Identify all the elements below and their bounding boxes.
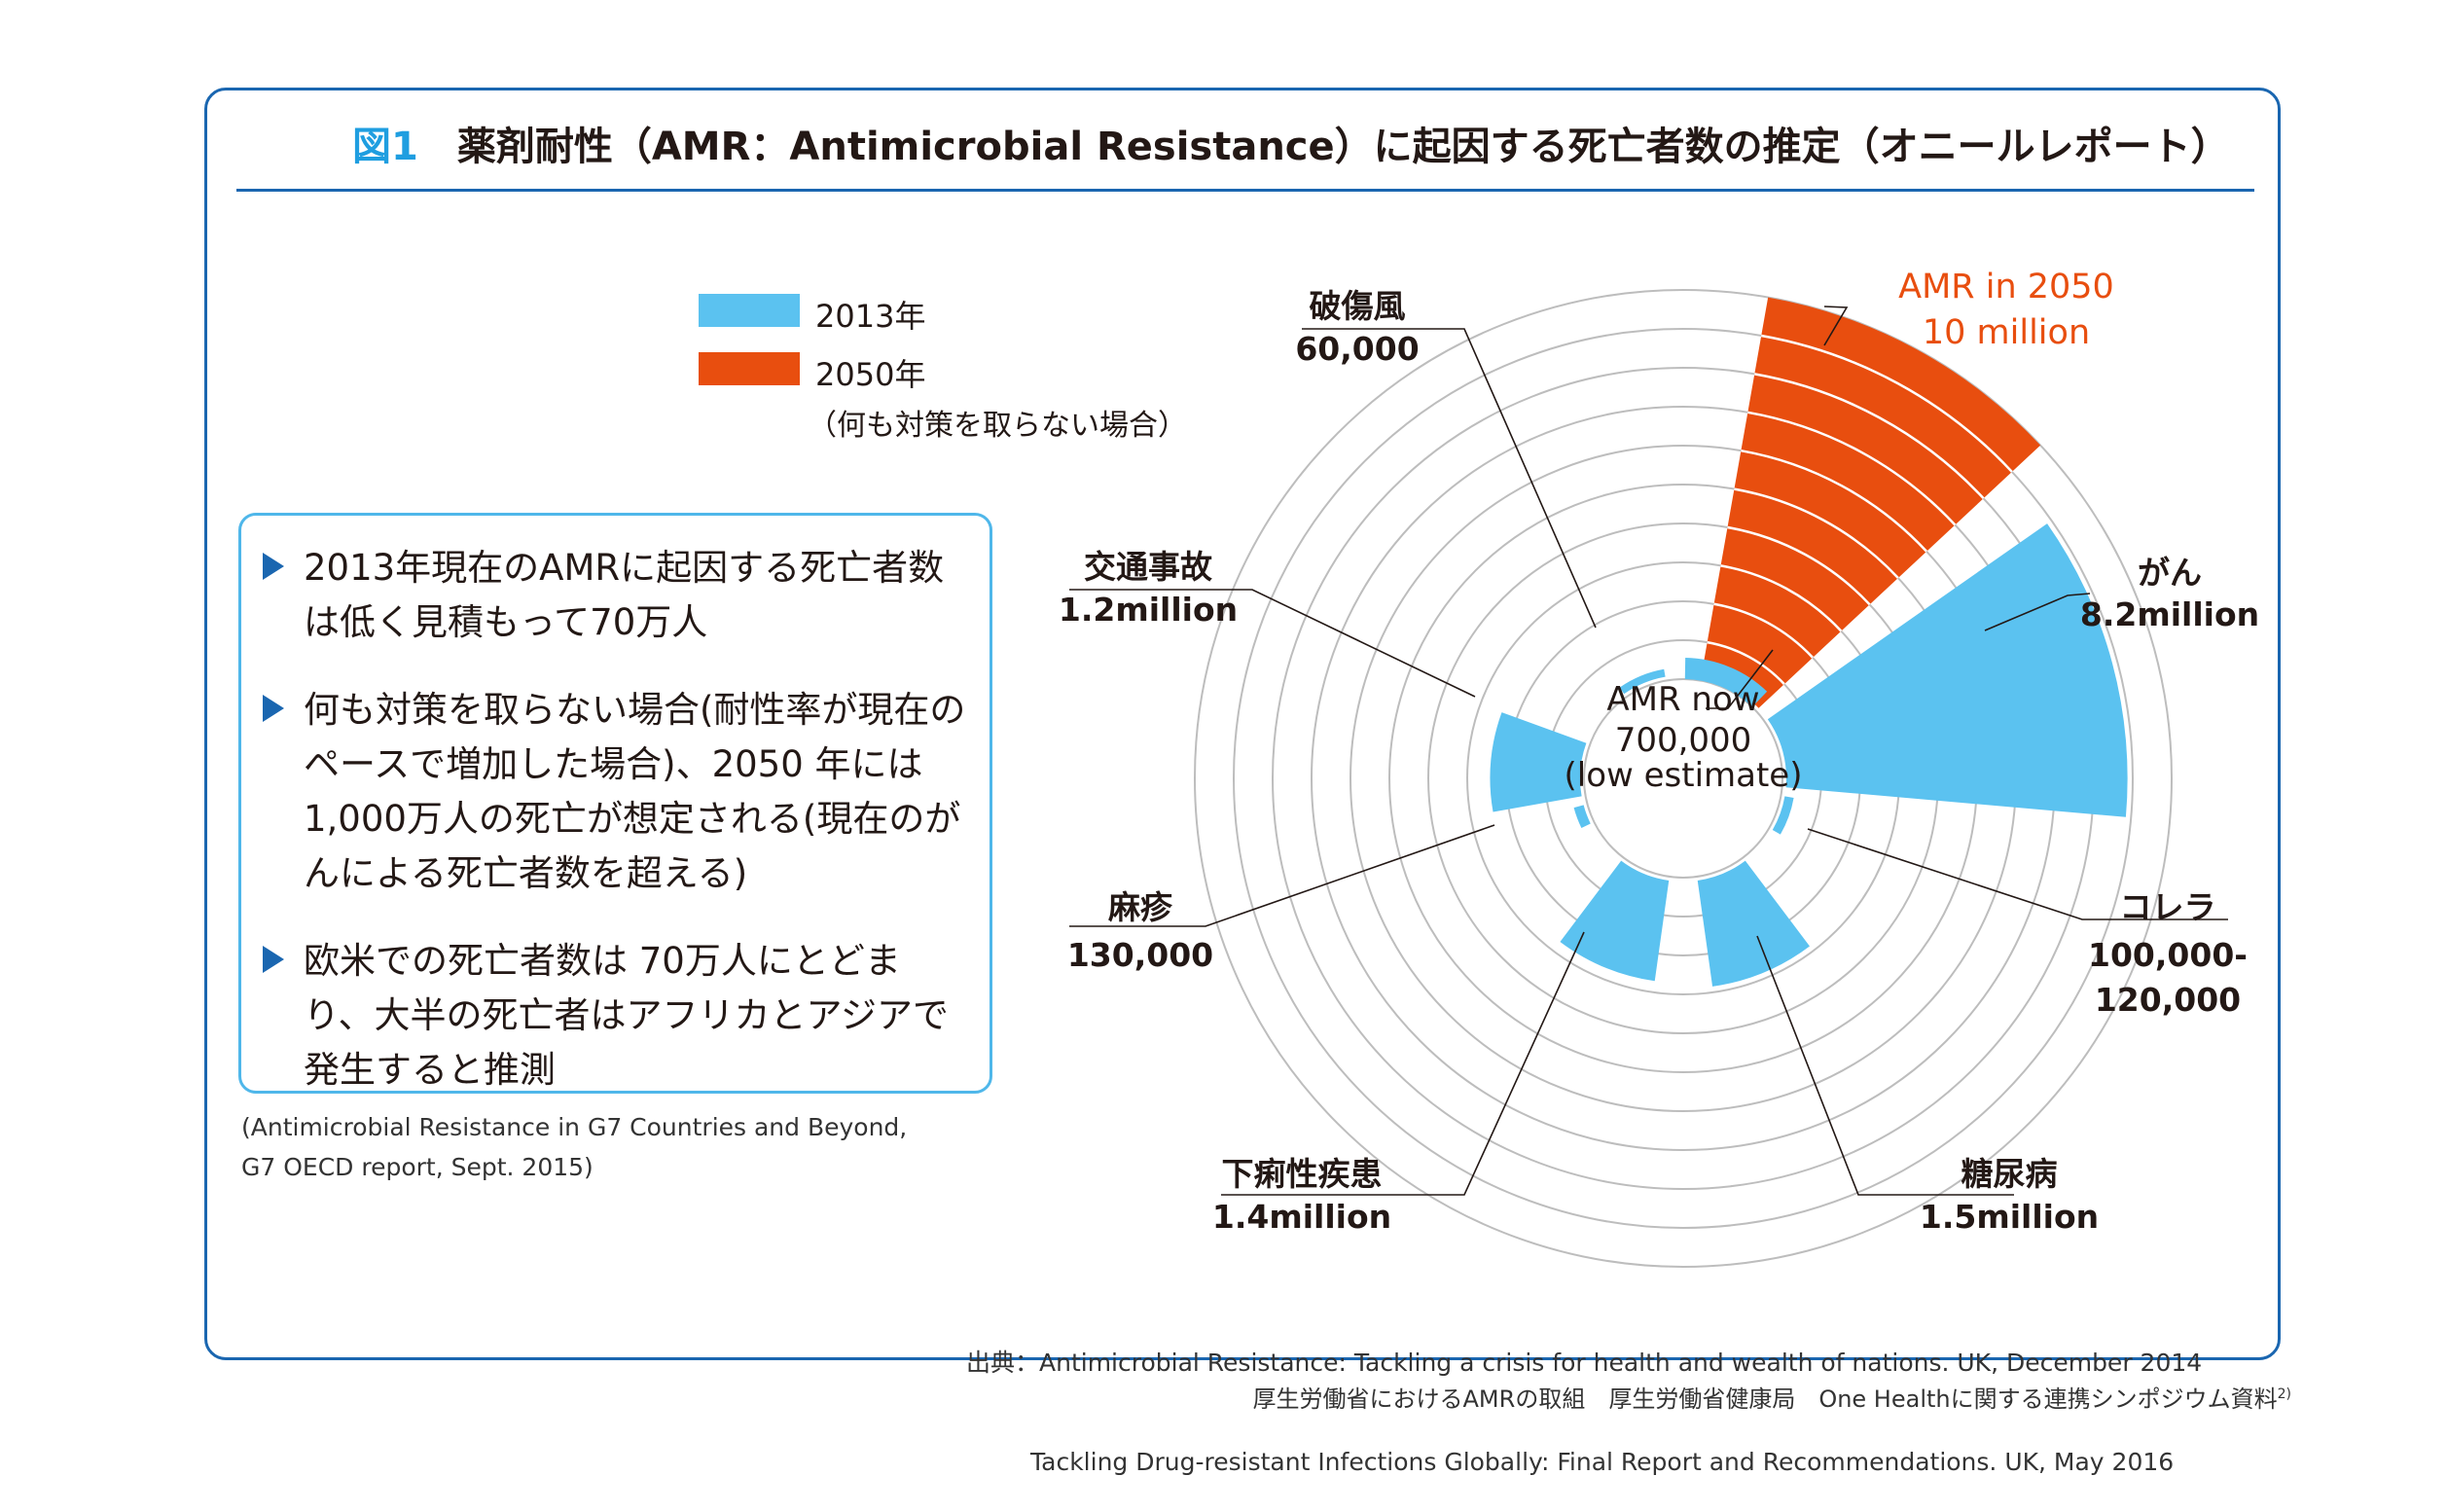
- value-label: 1.5million: [1920, 1198, 2099, 1236]
- legend-sub-2050: （何も対策を取らない場合）: [808, 409, 1187, 443]
- wedge-ring-divider: [1734, 487, 1899, 579]
- value-label: 60,000: [1295, 330, 1419, 368]
- wedge-3: [1772, 796, 1794, 835]
- wedge-2: [1767, 523, 2128, 817]
- wedge-8: [1619, 668, 1666, 695]
- wedge-9: [1684, 658, 1768, 707]
- grid-ring: [1194, 289, 2173, 1268]
- page-title: 図1 薬剤耐性（AMR：Antimicrobial Resistance）に起因す…: [352, 115, 2230, 171]
- grid-ring: [1233, 328, 2134, 1229]
- center-disc: [1586, 681, 1781, 876]
- value-label: 1.2million: [1059, 591, 1238, 629]
- category-label: 麻疹: [1108, 888, 1173, 926]
- leader-line: [1221, 931, 1585, 1196]
- oecd-note: (Antimicrobial Resistance in G7 Countrie…: [241, 1107, 907, 1187]
- wedge-ring-divider: [1727, 525, 1871, 606]
- leader-line: [1706, 649, 1774, 709]
- leader-line: [1807, 828, 2228, 920]
- summary-item: 2013年現在のAMRに起因する死亡者数は低く見積もって70万人: [263, 541, 970, 650]
- value-label: 130,000: [1067, 936, 1213, 974]
- legend-swatch-2050: [699, 352, 800, 385]
- leader-line: [1984, 593, 2091, 631]
- category-label: AMR in 2050: [1898, 268, 2114, 306]
- wedge-ring-divider: [1761, 334, 2013, 473]
- triangle-bullet-icon: [263, 553, 284, 580]
- category-label: 交通事故: [1084, 548, 1212, 586]
- wedge-ring-divider: [1720, 564, 1843, 632]
- legend-swatch-2013: [699, 294, 800, 327]
- footer-credit: 厚生労働省におけるAMRの取組 厚生労働省健康局 One Healthに関する連…: [1253, 1380, 2291, 1414]
- summary-box: 2013年現在のAMRに起因する死亡者数は低く見積もって70万人 何も対策を取ら…: [238, 513, 992, 1094]
- source-line: 出典：Antimicrobial Resistance: Tackling a …: [966, 1349, 2203, 1377]
- oecd-note-line: (Antimicrobial Resistance in G7 Countrie…: [241, 1113, 908, 1141]
- category-label: 破傷風: [1310, 287, 1406, 325]
- summary-item: 何も対策を取らない場合(耐性率が現在のペースで増加した場合)、2050 年には …: [263, 683, 970, 901]
- wedge-6: [1573, 805, 1591, 829]
- leader-line: [1302, 328, 1597, 629]
- value-label: 8.2million: [2080, 595, 2259, 633]
- category-label: 糖尿病: [1961, 1155, 2058, 1193]
- category-label: がん: [2138, 554, 2202, 592]
- legend-label-2013: 2013年: [815, 298, 926, 335]
- figure-frame: [204, 88, 2281, 1360]
- summary-text: 2013年現在のAMRに起因する死亡者数は低く見積もって70万人: [304, 547, 945, 643]
- wedge-7: [1490, 712, 1587, 812]
- category-label: 下痢性疾患: [1222, 1155, 1383, 1193]
- leader-line: [1756, 935, 2014, 1196]
- grid-ring: [1583, 678, 1783, 879]
- center-label-line: AMR now: [1606, 680, 1759, 719]
- leader-line: [1823, 306, 1849, 346]
- summary-item: 欧米での死亡者数は 70万人にとどまり、大半の死亡者はアフリカとアジアで発生する…: [263, 934, 970, 1098]
- wedge-5: [1560, 860, 1670, 982]
- title-text: 薬剤耐性（AMR：Antimicrobial Resistance）に起因する死…: [456, 125, 2230, 169]
- wedge-ring-divider: [1741, 449, 1928, 553]
- triangle-bullet-icon: [263, 695, 284, 722]
- center-label-line: (low estimate): [1564, 756, 1802, 795]
- wedge-ring-divider: [1713, 602, 1815, 659]
- value-label: 120,000: [2095, 981, 2241, 1019]
- wedge-ring-divider: [1754, 373, 1985, 500]
- figure-label: 図1: [352, 125, 418, 169]
- value-label: 10 million: [1923, 313, 2090, 352]
- category-label: コレラ: [2120, 888, 2216, 926]
- triangle-bullet-icon: [263, 946, 284, 973]
- leader-line: [1069, 589, 1476, 698]
- wedge-ring-divider: [1747, 411, 1957, 526]
- wedge-4: [1697, 860, 1810, 987]
- center-label-line: 700,000: [1615, 721, 1752, 760]
- value-label: 100,000-: [2088, 936, 2248, 974]
- legend-label-2050: 2050年: [815, 356, 926, 393]
- title-divider: [236, 189, 2254, 192]
- footer-text: 厚生労働省におけるAMRの取組 厚生労働省健康局 One Healthに関する連…: [1252, 1386, 2278, 1413]
- wedge-ring-divider: [1707, 640, 1785, 686]
- oecd-note-line: G7 OECD report, Sept. 2015): [241, 1153, 594, 1181]
- source-line: Tackling Drug-resistant Infections Globa…: [1030, 1448, 2175, 1476]
- summary-text: 欧米での死亡者数は 70万人にとどまり、大半の死亡者はアフリカとアジアで発生する…: [304, 940, 950, 1091]
- value-label: 1.4million: [1212, 1198, 1391, 1236]
- leader-line: [1069, 824, 1495, 927]
- footer-sup: 2): [2277, 1386, 2291, 1402]
- summary-text: 何も対策を取らない場合(耐性率が現在のペースで増加した場合)、2050 年には …: [304, 689, 966, 894]
- source-citation: 出典：Antimicrobial Resistance: Tackling a …: [966, 1280, 2202, 1512]
